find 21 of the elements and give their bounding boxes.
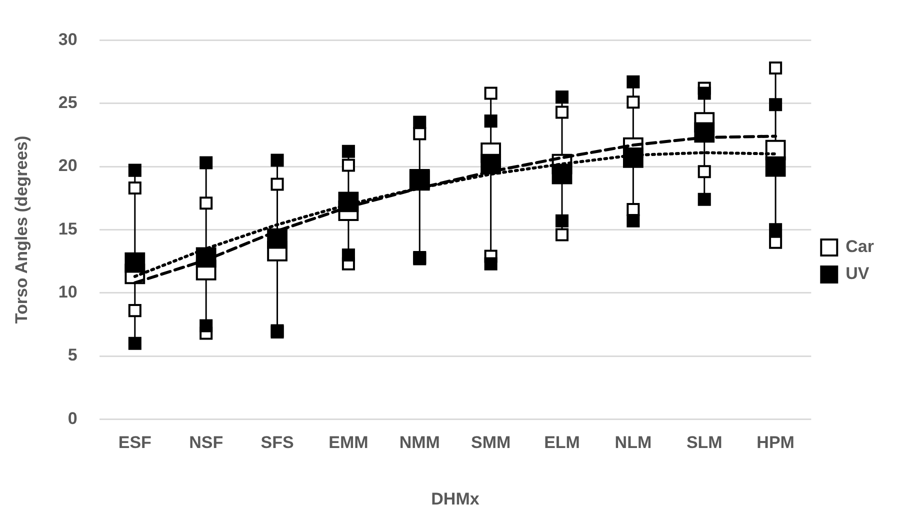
y-tick-label: 15 bbox=[58, 219, 78, 238]
legend-label: Car bbox=[846, 237, 874, 256]
legend-label: UV bbox=[846, 264, 870, 284]
x-tick-label: ELM bbox=[544, 433, 580, 452]
y-tick-label: 25 bbox=[58, 93, 78, 112]
x-tick-label: NLM bbox=[614, 433, 652, 452]
x-tick-label: NMM bbox=[399, 433, 440, 452]
x-tick-label: ESF bbox=[118, 433, 152, 452]
x-tick-label: SFS bbox=[260, 433, 294, 452]
y-tick-label: 20 bbox=[58, 156, 78, 176]
x-tick-label: EMM bbox=[328, 433, 368, 452]
x-tick-label: SLM bbox=[686, 433, 722, 452]
y-tick-label: 30 bbox=[58, 30, 78, 49]
x-tick-label: HPM bbox=[756, 433, 794, 452]
x-tick-label: NSF bbox=[189, 433, 224, 452]
y-axis-title: Torso Angles (degrees) bbox=[12, 136, 31, 324]
y-tick-label: 0 bbox=[68, 408, 78, 428]
x-tick-label: SMM bbox=[470, 433, 511, 452]
y-tick-label: 5 bbox=[68, 346, 78, 365]
x-axis-title: DHMx bbox=[431, 489, 480, 508]
y-tick-label: 10 bbox=[58, 282, 78, 302]
